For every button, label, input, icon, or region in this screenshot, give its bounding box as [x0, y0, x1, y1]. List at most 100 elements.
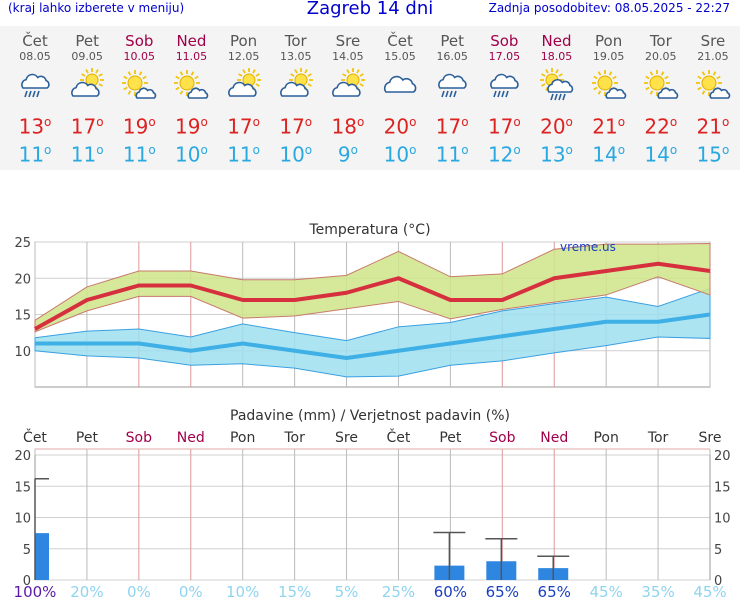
min-temp-range-band	[34, 287, 711, 378]
day-column[interactable]: Sre 21.05 21o 15o	[687, 26, 739, 167]
day-name: Pon	[595, 32, 623, 50]
max-temp: 13o	[18, 114, 52, 139]
precip-probability: 35%	[641, 583, 674, 600]
x-tick-label: Sob	[126, 430, 152, 446]
min-temp: 15o	[696, 142, 730, 167]
day-name: Čet	[387, 32, 413, 50]
watermark: vreme.us	[560, 240, 616, 254]
min-temp-line	[35, 312, 711, 360]
page-title: Zagreb 14 dni	[306, 0, 434, 19]
precip-probability: 20%	[70, 583, 103, 600]
day-column[interactable]: Pet 09.05 17o 11o	[61, 26, 113, 167]
weather-icon	[374, 64, 426, 108]
sun-small-cloud-icon	[122, 70, 157, 99]
max-temp-line	[34, 261, 711, 331]
max-temp: 20o	[540, 114, 573, 139]
min-temp: 11o	[18, 142, 52, 167]
weather-icon	[61, 64, 113, 108]
precip-probability: 5%	[335, 583, 359, 600]
min-temp: 11o	[122, 142, 156, 167]
precip-probability: 45%	[693, 583, 726, 600]
day-column[interactable]: Sre 14.05 18o 9o	[322, 26, 374, 167]
min-temp: 9o	[337, 142, 358, 167]
y-tick-label: 15	[14, 309, 31, 324]
day-date: 19.05	[592, 50, 625, 63]
day-date: 18.05	[540, 50, 573, 63]
day-column[interactable]: Sob 17.05 17o 12o	[478, 26, 530, 167]
x-tick-label: Ned	[540, 430, 568, 446]
weather-icon	[635, 64, 687, 108]
weather-icon	[218, 64, 270, 108]
min-temp: 10o	[175, 142, 208, 167]
precip-probability: 100%	[14, 583, 57, 600]
day-date: 13.05	[280, 50, 312, 63]
sun-small-cloud-icon	[695, 70, 731, 99]
day-date: 20.05	[645, 50, 677, 63]
max-temp: 17o	[227, 114, 260, 139]
max-temp: 19o	[122, 114, 156, 139]
day-date: 17.05	[488, 50, 521, 63]
y-tick-label: 10	[14, 345, 31, 360]
cloud-rain-icon	[490, 73, 519, 98]
weather-icon	[531, 64, 583, 108]
max-temp: 19o	[175, 114, 208, 139]
day-name: Čet	[22, 32, 48, 50]
x-tick-label: Tor	[283, 430, 305, 446]
x-tick-label: Sre	[335, 430, 358, 446]
x-tick-label: Pon	[593, 430, 618, 446]
x-tick-label: Sob	[489, 430, 515, 446]
min-temp: 11o	[227, 142, 260, 167]
weather-icon	[322, 64, 374, 108]
min-temp: 10o	[383, 142, 417, 167]
y-tick-label-right: 0	[714, 574, 722, 589]
day-column[interactable]: Sob 10.05 19o 11o	[113, 26, 165, 167]
cloud-icon	[383, 75, 417, 93]
y-tick-label-left: 20	[14, 449, 31, 464]
day-date: 21.05	[697, 50, 729, 63]
sun-small-cloud-icon	[591, 70, 626, 99]
max-temp: 21o	[696, 114, 730, 139]
weather-icon	[113, 64, 165, 108]
x-tick-label: Sre	[699, 430, 722, 446]
day-name: Pet	[75, 32, 99, 50]
day-column[interactable]: Čet 15.05 20o 10o	[374, 26, 426, 167]
day-column[interactable]: Ned 11.05 19o 10o	[165, 26, 217, 167]
day-column[interactable]: Čet 08.05 13o 11o	[9, 26, 61, 167]
weather-icon	[426, 64, 478, 108]
precip-probability: 60%	[434, 583, 467, 600]
min-temp: 11o	[70, 142, 104, 167]
precip-bar	[35, 533, 49, 580]
weather-icon	[478, 64, 530, 108]
max-temp: 21o	[592, 114, 626, 139]
day-name: Sre	[335, 32, 361, 50]
day-column[interactable]: Tor 20.05 22o 14o	[635, 26, 687, 167]
weather-icon	[165, 64, 217, 108]
max-temp: 22o	[644, 114, 678, 139]
min-temp: 11o	[435, 142, 469, 167]
precip-probability: 15%	[278, 583, 311, 600]
day-name: Tor	[284, 32, 307, 50]
weather-icon	[687, 64, 739, 108]
day-date: 10.05	[123, 50, 156, 63]
precip-probability: 0%	[179, 583, 203, 600]
max-temp: 17o	[70, 114, 104, 139]
x-tick-label: Tor	[647, 430, 669, 446]
y-tick-label-left: 15	[14, 480, 31, 495]
day-name: Ned	[541, 32, 572, 50]
precip-probability: 25%	[382, 583, 415, 600]
min-temp: 12o	[487, 142, 521, 167]
day-column[interactable]: Tor 13.05 17o 10o	[270, 26, 322, 167]
day-name: Pon	[229, 32, 258, 50]
y-tick-label: 20	[14, 272, 31, 287]
menu-hint[interactable]: (kraj lahko izberete v meniju)	[8, 1, 185, 15]
y-tick-label: 25	[14, 236, 31, 251]
day-column[interactable]: Ned 18.05 20o 13o	[531, 26, 583, 167]
day-column[interactable]: Pon 12.05 17o 11o	[218, 26, 270, 167]
x-tick-label: Pet	[76, 430, 99, 446]
cloud-rain-icon	[21, 73, 50, 98]
y-tick-label-left: 0	[23, 574, 31, 589]
last-updated: Zadnja posodobitev: 08.05.2025 - 22:27	[488, 1, 730, 15]
day-column[interactable]: Pon 19.05 21o 14o	[583, 26, 635, 167]
day-column[interactable]: Pet 16.05 17o 11o	[426, 26, 478, 167]
day-name: Sre	[700, 32, 726, 50]
